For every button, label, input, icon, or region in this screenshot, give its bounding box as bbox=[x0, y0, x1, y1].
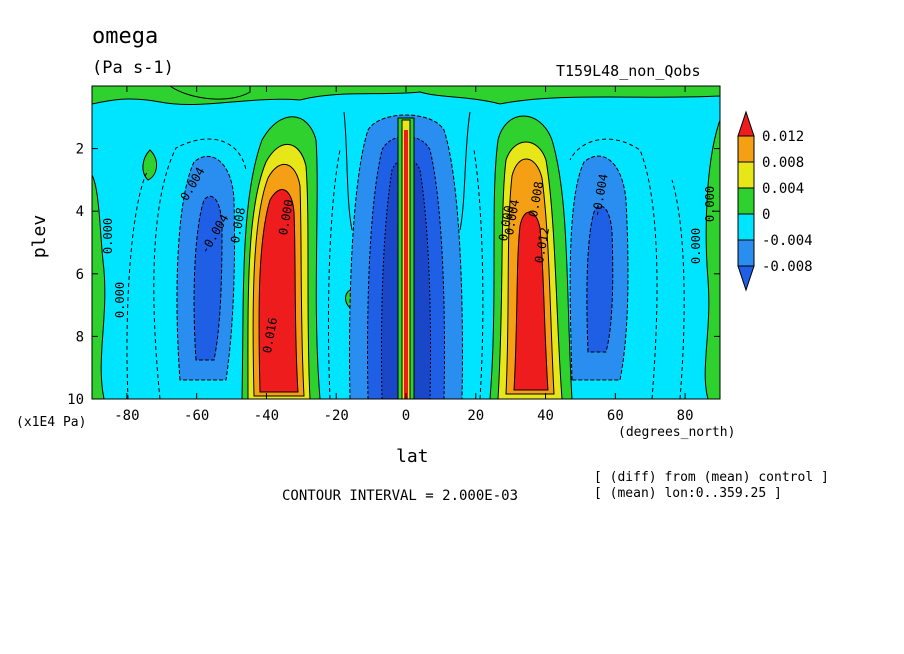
x-axis-label: lat bbox=[396, 446, 429, 467]
colorbar-segment bbox=[737, 135, 755, 163]
y-tick-label: 2 bbox=[76, 142, 84, 158]
colorbar-label: 0.012 bbox=[762, 129, 804, 145]
x-tick-label: 0 bbox=[402, 408, 410, 424]
x-tick-label: -40 bbox=[254, 408, 279, 424]
green-blob bbox=[142, 149, 157, 181]
chart-units: (Pa s-1) bbox=[92, 58, 174, 78]
colorbar-segment bbox=[737, 239, 755, 267]
chart-title: omega bbox=[92, 24, 159, 49]
plot-area bbox=[92, 86, 720, 399]
x-tick-label: 80 bbox=[677, 408, 694, 424]
north-positive-lobe bbox=[489, 115, 573, 399]
south-negative-lobe bbox=[176, 155, 236, 381]
y-tick-label: 10 bbox=[67, 392, 84, 408]
colorbar-label: -0.004 bbox=[762, 233, 813, 249]
south-positive-lobe bbox=[241, 116, 321, 399]
colorbar-top-arrow bbox=[737, 110, 755, 137]
x-axis-units: (degrees_north) bbox=[618, 425, 736, 440]
y-axis-ticks: 2 4 6 8 10 bbox=[67, 142, 720, 408]
contour-interval: CONTOUR INTERVAL = 2.000E-03 bbox=[282, 488, 519, 504]
contour-label: 0.000 bbox=[101, 218, 115, 254]
colorbar-label: 0.004 bbox=[762, 181, 804, 197]
contour-label: 0.000 bbox=[113, 282, 127, 318]
north-negative-lobe bbox=[569, 155, 629, 381]
x-tick-label: -20 bbox=[324, 408, 349, 424]
x-tick-label: 20 bbox=[467, 408, 484, 424]
y-tick-label: 4 bbox=[76, 204, 84, 220]
top-green-patch bbox=[169, 86, 251, 100]
x-axis-ticks: -80 -60 -40 -20 0 20 40 60 80 bbox=[114, 86, 694, 424]
contour-label: 0.008 bbox=[228, 206, 248, 244]
note-mean: [ (mean) lon:0..359.25 ] bbox=[594, 486, 782, 501]
left-edge-green bbox=[92, 174, 106, 399]
contour-label: 0.008 bbox=[526, 180, 546, 218]
contour-label: 0.012 bbox=[532, 226, 552, 264]
dashed-contours bbox=[126, 138, 685, 399]
equatorial-structure bbox=[343, 111, 471, 399]
colorbar-bottom-arrow bbox=[737, 265, 755, 292]
colorbar-label: -0.008 bbox=[762, 259, 813, 275]
colorbar-segment bbox=[737, 187, 755, 215]
run-label: T159L48_non_Qobs bbox=[556, 62, 701, 80]
right-edge-green bbox=[704, 119, 720, 399]
note-diff: [ (diff) from (mean) control ] bbox=[594, 470, 829, 485]
y-tick-label: 8 bbox=[76, 329, 84, 345]
y-tick-label: 6 bbox=[76, 267, 84, 283]
contour-label: 0.000 bbox=[689, 228, 703, 264]
colorbar-label: 0.008 bbox=[762, 155, 804, 171]
contour-label: 0.000 bbox=[276, 198, 296, 236]
x-tick-label: 60 bbox=[607, 408, 624, 424]
colorbar-segment bbox=[737, 161, 755, 189]
colorbar-segment bbox=[737, 213, 755, 241]
x-tick-label: 40 bbox=[537, 408, 554, 424]
y-axis-units: (x1E4 Pa) bbox=[16, 415, 87, 430]
contour-label: 0.000 bbox=[703, 186, 717, 222]
colorbar: 0.012 0.008 0.004 0 -0.004 -0.008 bbox=[737, 110, 813, 292]
contour-label: 0.016 bbox=[260, 316, 280, 354]
contour-label: 0.000 bbox=[496, 204, 516, 242]
x-tick-label: -80 bbox=[114, 408, 139, 424]
x-tick-label: -60 bbox=[184, 408, 209, 424]
colorbar-label: 0 bbox=[762, 207, 770, 223]
contour-label: 0.004 bbox=[502, 198, 522, 236]
